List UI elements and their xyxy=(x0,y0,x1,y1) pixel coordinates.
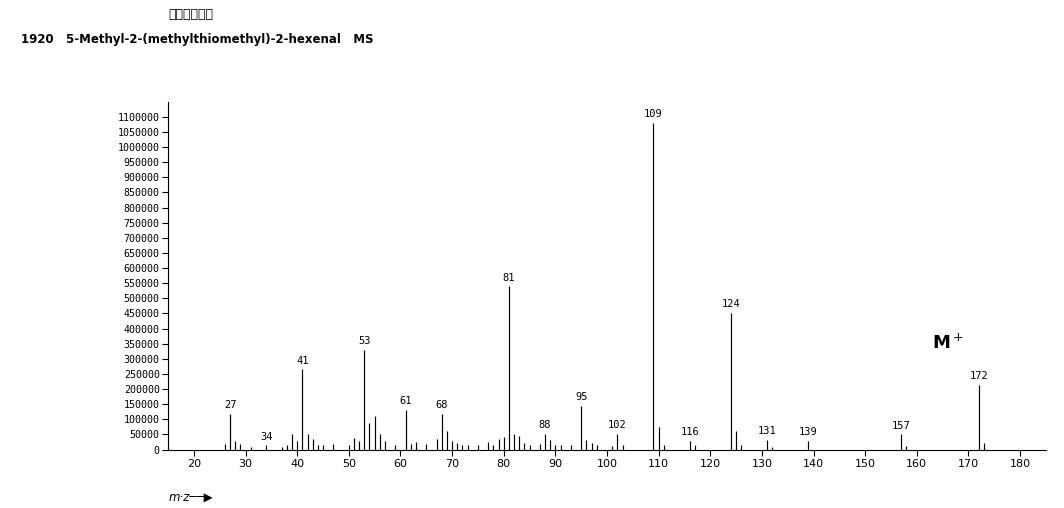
Text: 41: 41 xyxy=(296,356,309,366)
Text: 109: 109 xyxy=(644,109,663,119)
Text: M$^+$: M$^+$ xyxy=(932,333,964,353)
Text: 172: 172 xyxy=(969,371,988,381)
Text: 81: 81 xyxy=(502,273,515,282)
Text: 88: 88 xyxy=(538,420,551,430)
Text: 95: 95 xyxy=(575,392,587,402)
Text: 53: 53 xyxy=(359,336,370,346)
Text: 27: 27 xyxy=(223,400,236,410)
Text: m·z──▶: m·z──▶ xyxy=(168,491,213,504)
Text: 68: 68 xyxy=(435,400,448,410)
Text: 124: 124 xyxy=(721,299,741,309)
Text: 157: 157 xyxy=(892,421,911,431)
Text: 139: 139 xyxy=(799,427,818,437)
Text: アバンダンス: アバンダンス xyxy=(168,8,213,21)
Text: 34: 34 xyxy=(260,432,272,442)
Text: 61: 61 xyxy=(399,396,412,406)
Text: 131: 131 xyxy=(758,426,777,436)
Text: 116: 116 xyxy=(680,427,699,437)
Text: 1920   5-Methyl-2-(methylthiomethyl)-2-hexenal   MS: 1920 5-Methyl-2-(methylthiomethyl)-2-hex… xyxy=(21,33,373,46)
Text: 102: 102 xyxy=(608,420,627,430)
